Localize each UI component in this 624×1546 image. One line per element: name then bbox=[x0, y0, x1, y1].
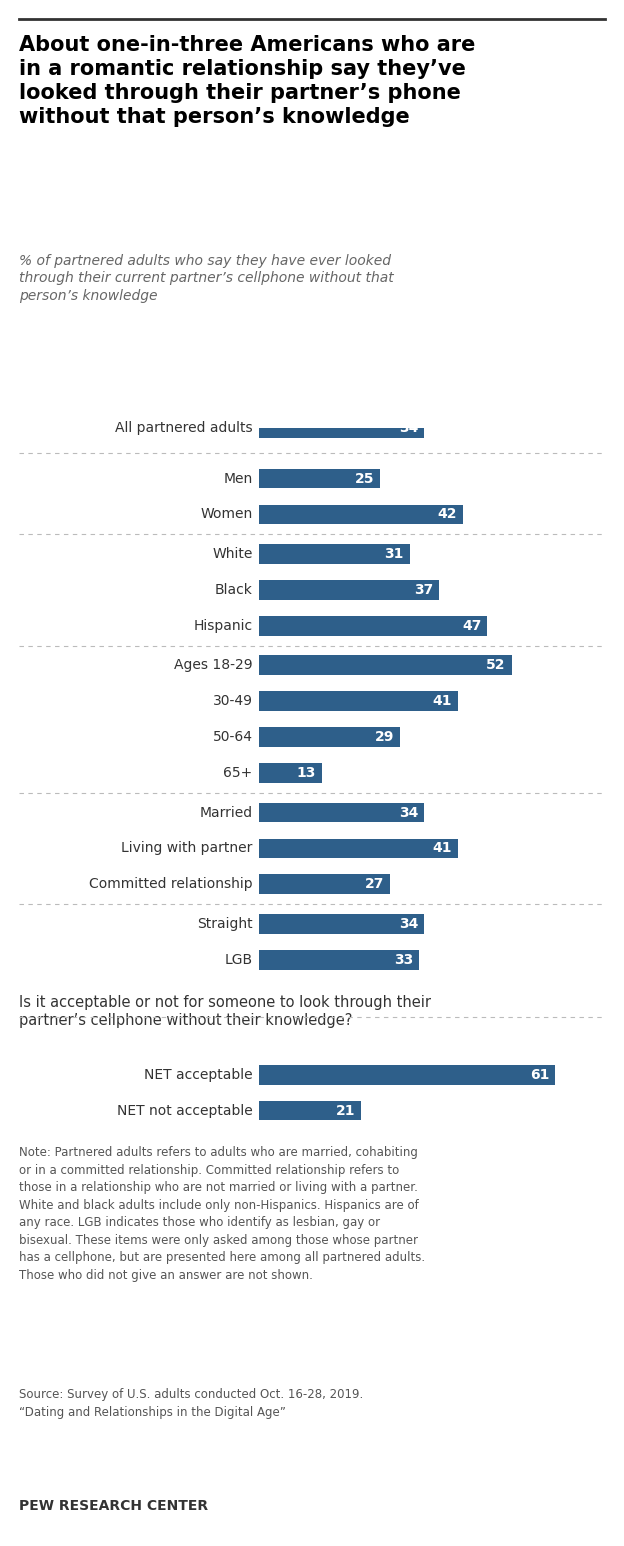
Text: 31: 31 bbox=[384, 547, 404, 561]
Bar bbox=[259, 1101, 361, 1121]
Text: 61: 61 bbox=[530, 1068, 550, 1082]
Bar bbox=[259, 1065, 555, 1085]
Text: Straight: Straight bbox=[197, 917, 253, 931]
Text: 41: 41 bbox=[433, 841, 452, 855]
Text: 29: 29 bbox=[374, 730, 394, 744]
Bar bbox=[259, 727, 400, 747]
Bar bbox=[259, 580, 439, 600]
Bar bbox=[259, 691, 458, 711]
Text: 27: 27 bbox=[365, 878, 384, 892]
Text: Committed relationship: Committed relationship bbox=[89, 878, 253, 892]
Text: 13: 13 bbox=[297, 765, 316, 781]
Text: 34: 34 bbox=[399, 917, 418, 931]
Text: NET acceptable: NET acceptable bbox=[144, 1068, 253, 1082]
Bar bbox=[259, 544, 409, 564]
Bar bbox=[259, 468, 381, 489]
Text: White: White bbox=[212, 547, 253, 561]
Text: LGB: LGB bbox=[225, 952, 253, 966]
Text: PEW RESEARCH CENTER: PEW RESEARCH CENTER bbox=[19, 1500, 208, 1514]
Text: About one-in-three Americans who are
in a romantic relationship say they’ve
look: About one-in-three Americans who are in … bbox=[19, 36, 475, 127]
Text: Ages 18-29: Ages 18-29 bbox=[174, 659, 253, 673]
Text: 37: 37 bbox=[414, 583, 433, 597]
Bar bbox=[259, 615, 487, 635]
Text: 41: 41 bbox=[433, 694, 452, 708]
Text: 50-64: 50-64 bbox=[213, 730, 253, 744]
Text: Living with partner: Living with partner bbox=[121, 841, 253, 855]
Text: 65+: 65+ bbox=[223, 765, 253, 781]
Bar bbox=[259, 914, 424, 934]
Text: % of partnered adults who say they have ever looked
through their current partne: % of partnered adults who say they have … bbox=[19, 254, 394, 303]
Text: 30-49: 30-49 bbox=[213, 694, 253, 708]
Text: Men: Men bbox=[223, 472, 253, 485]
Text: 42: 42 bbox=[437, 507, 457, 521]
Text: Married: Married bbox=[200, 805, 253, 819]
Bar bbox=[259, 419, 424, 438]
Text: Note: Partnered adults refers to adults who are married, cohabiting
or in a comm: Note: Partnered adults refers to adults … bbox=[19, 1146, 425, 1282]
Text: Black: Black bbox=[215, 583, 253, 597]
Bar bbox=[259, 504, 463, 524]
Text: NET not acceptable: NET not acceptable bbox=[117, 1104, 253, 1118]
Text: 34: 34 bbox=[399, 805, 418, 819]
Text: Source: Survey of U.S. adults conducted Oct. 16-28, 2019.
“Dating and Relationsh: Source: Survey of U.S. adults conducted … bbox=[19, 1388, 363, 1419]
Bar bbox=[259, 838, 458, 858]
Text: Is it acceptable or not for someone to look through their
partner’s cellphone wi: Is it acceptable or not for someone to l… bbox=[19, 994, 431, 1028]
Text: Women: Women bbox=[200, 507, 253, 521]
Text: 21: 21 bbox=[336, 1104, 355, 1118]
Bar bbox=[259, 875, 390, 894]
Bar bbox=[259, 656, 512, 676]
Text: All partnered adults: All partnered adults bbox=[115, 421, 253, 436]
Bar bbox=[259, 802, 424, 822]
Text: Hispanic: Hispanic bbox=[193, 618, 253, 632]
Text: 33: 33 bbox=[394, 952, 414, 966]
Bar bbox=[259, 764, 322, 782]
Text: 47: 47 bbox=[462, 618, 482, 632]
Text: 52: 52 bbox=[486, 659, 506, 673]
Text: 25: 25 bbox=[355, 472, 374, 485]
Bar bbox=[259, 949, 419, 969]
Text: 34: 34 bbox=[399, 421, 418, 436]
